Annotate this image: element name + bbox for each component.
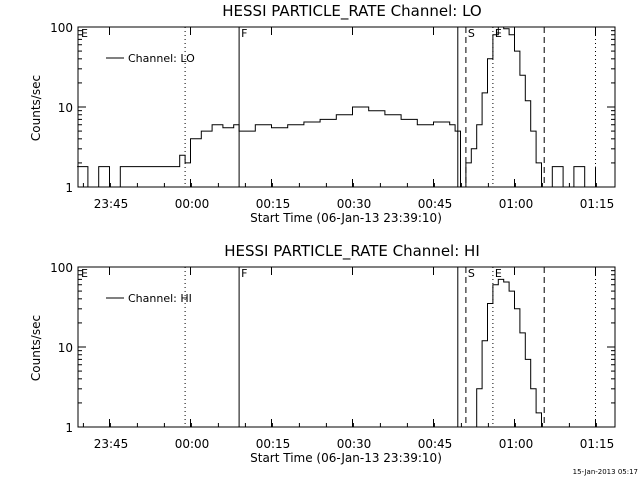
y-axis-label: Counts/sec — [29, 315, 43, 381]
x-tick-label: 01:15 — [580, 437, 615, 451]
series-group — [77, 26, 596, 188]
legend-label: Channel: LO — [128, 52, 195, 65]
x-tick-label: 00:15 — [256, 437, 291, 451]
chart-title: HESSI PARTICLE_RATE Channel: LO — [222, 2, 481, 21]
x-tick-label: 01:00 — [499, 197, 534, 211]
series-group — [471, 278, 542, 428]
x-tick-label: 23:45 — [94, 437, 129, 451]
chart-title: HESSI PARTICLE_RATE Channel: HI — [224, 242, 480, 261]
y-tick-label: 10 — [58, 101, 73, 115]
x-axis-label: Start Time (06-Jan-13 23:39:10) — [250, 211, 442, 225]
y-tick-label: 1 — [65, 181, 73, 195]
series-line — [77, 26, 596, 188]
axis-ticks — [78, 267, 615, 428]
legend-label: Channel: HI — [128, 292, 192, 305]
y-tick-label: 1 — [65, 421, 73, 435]
series-line — [471, 278, 542, 428]
x-axis-label: Start Time (06-Jan-13 23:39:10) — [250, 451, 442, 465]
x-tick-label: 00:45 — [418, 197, 453, 211]
y-tick-label: 100 — [50, 21, 73, 35]
marker-label: S — [468, 267, 475, 280]
marker-label: F — [241, 27, 247, 40]
axis-ticks — [78, 27, 615, 188]
plot-frame — [77, 26, 616, 188]
marker-label: E — [81, 27, 88, 40]
y-tick-label: 100 — [50, 261, 73, 275]
marker-label: E — [495, 267, 502, 280]
y-axis-label: Counts/sec — [29, 75, 43, 141]
marker-label: S — [468, 27, 475, 40]
x-tick-label: 00:30 — [337, 197, 372, 211]
marker-label: E — [81, 267, 88, 280]
x-tick-label: 00:00 — [175, 197, 210, 211]
chart-panel-lo: HESSI PARTICLE_RATE Channel: LO Counts/s… — [29, 2, 616, 225]
marker-label: F — [241, 267, 247, 280]
x-tick-label: 23:45 — [94, 197, 129, 211]
x-tick-label: 01:00 — [499, 437, 534, 451]
x-tick-label: 00:15 — [256, 197, 291, 211]
x-tick-label: 00:45 — [418, 437, 453, 451]
y-tick-label: 10 — [58, 341, 73, 355]
x-tick-label: 00:00 — [175, 437, 210, 451]
chart-panel-hi: HESSI PARTICLE_RATE Channel: HI Counts/s… — [29, 242, 616, 465]
footer-timestamp: 15-Jan-2013 05:17 — [573, 468, 638, 476]
plot-frame — [77, 266, 616, 428]
x-tick-label: 00:30 — [337, 437, 372, 451]
x-tick-label: 01:15 — [580, 197, 615, 211]
